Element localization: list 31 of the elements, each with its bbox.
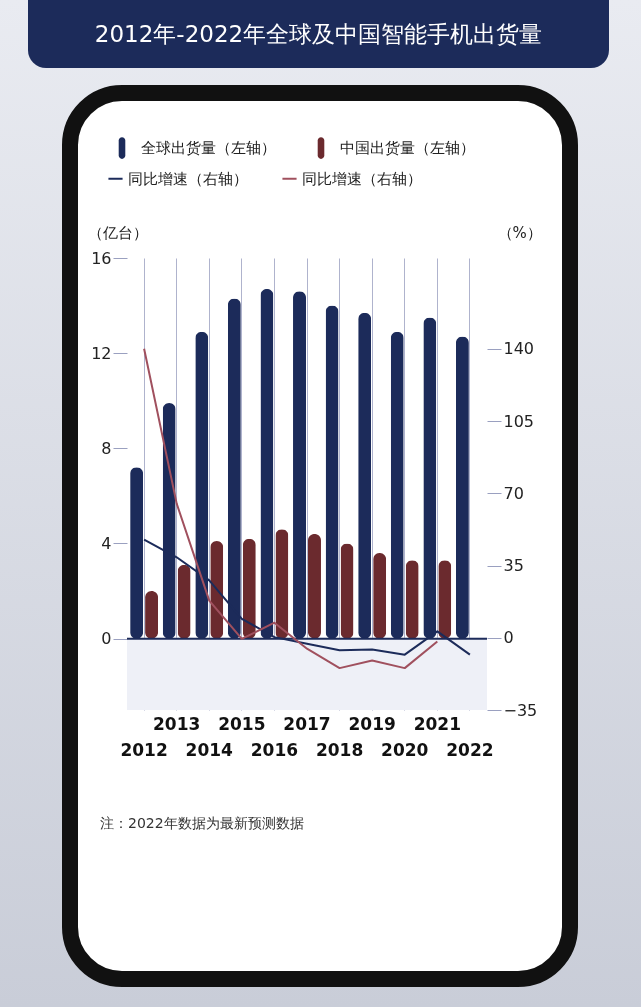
y-tick-label: 16	[91, 248, 112, 268]
legend-label: 中国出货量（左轴）	[340, 139, 475, 158]
y2-tick-label: −35	[503, 700, 538, 720]
x-tick-label: 2018	[315, 739, 364, 760]
x-tick-label: 2014	[185, 739, 234, 760]
y-axis-title: （亿台）	[87, 223, 148, 242]
legend-label: 同比增速（右轴）	[128, 169, 248, 188]
x-tick-label: 2019	[348, 713, 396, 734]
x-tick-label: 2012	[120, 739, 168, 760]
x-tick-label: 2013	[153, 713, 201, 734]
text: 注：2022年数据为最新预测数据	[100, 815, 304, 833]
x-tick-label: 2016	[250, 739, 299, 760]
x-tick-label: 2015	[218, 713, 266, 734]
y2-tick-label: 105	[503, 411, 535, 431]
legend-label: 全球出货量（左轴）	[141, 139, 276, 158]
y-tick-label: 8	[101, 438, 112, 458]
y2-tick-label: 140	[503, 339, 535, 359]
x-tick-label: 2020	[381, 739, 429, 760]
legend-label: 同比增速（右轴）	[302, 169, 422, 188]
x-tick-label: 2021	[413, 713, 461, 734]
y-tick-label: 12	[91, 343, 112, 363]
y2-tick-label: 70	[503, 483, 524, 503]
line-series	[143, 347, 439, 670]
y-tick-label: 4	[101, 533, 112, 553]
x-tick-label: 2017	[283, 713, 331, 734]
y2-axis-title: （%）	[497, 223, 542, 242]
x-tick-label: 2022	[446, 739, 494, 760]
y2-tick-label: 35	[503, 556, 524, 576]
chart-title: 2012年-2022年全球及中国智能手机出货量	[28, 0, 609, 68]
y2-tick-label: 0	[503, 628, 514, 648]
y-tick-label: 0	[101, 629, 112, 649]
